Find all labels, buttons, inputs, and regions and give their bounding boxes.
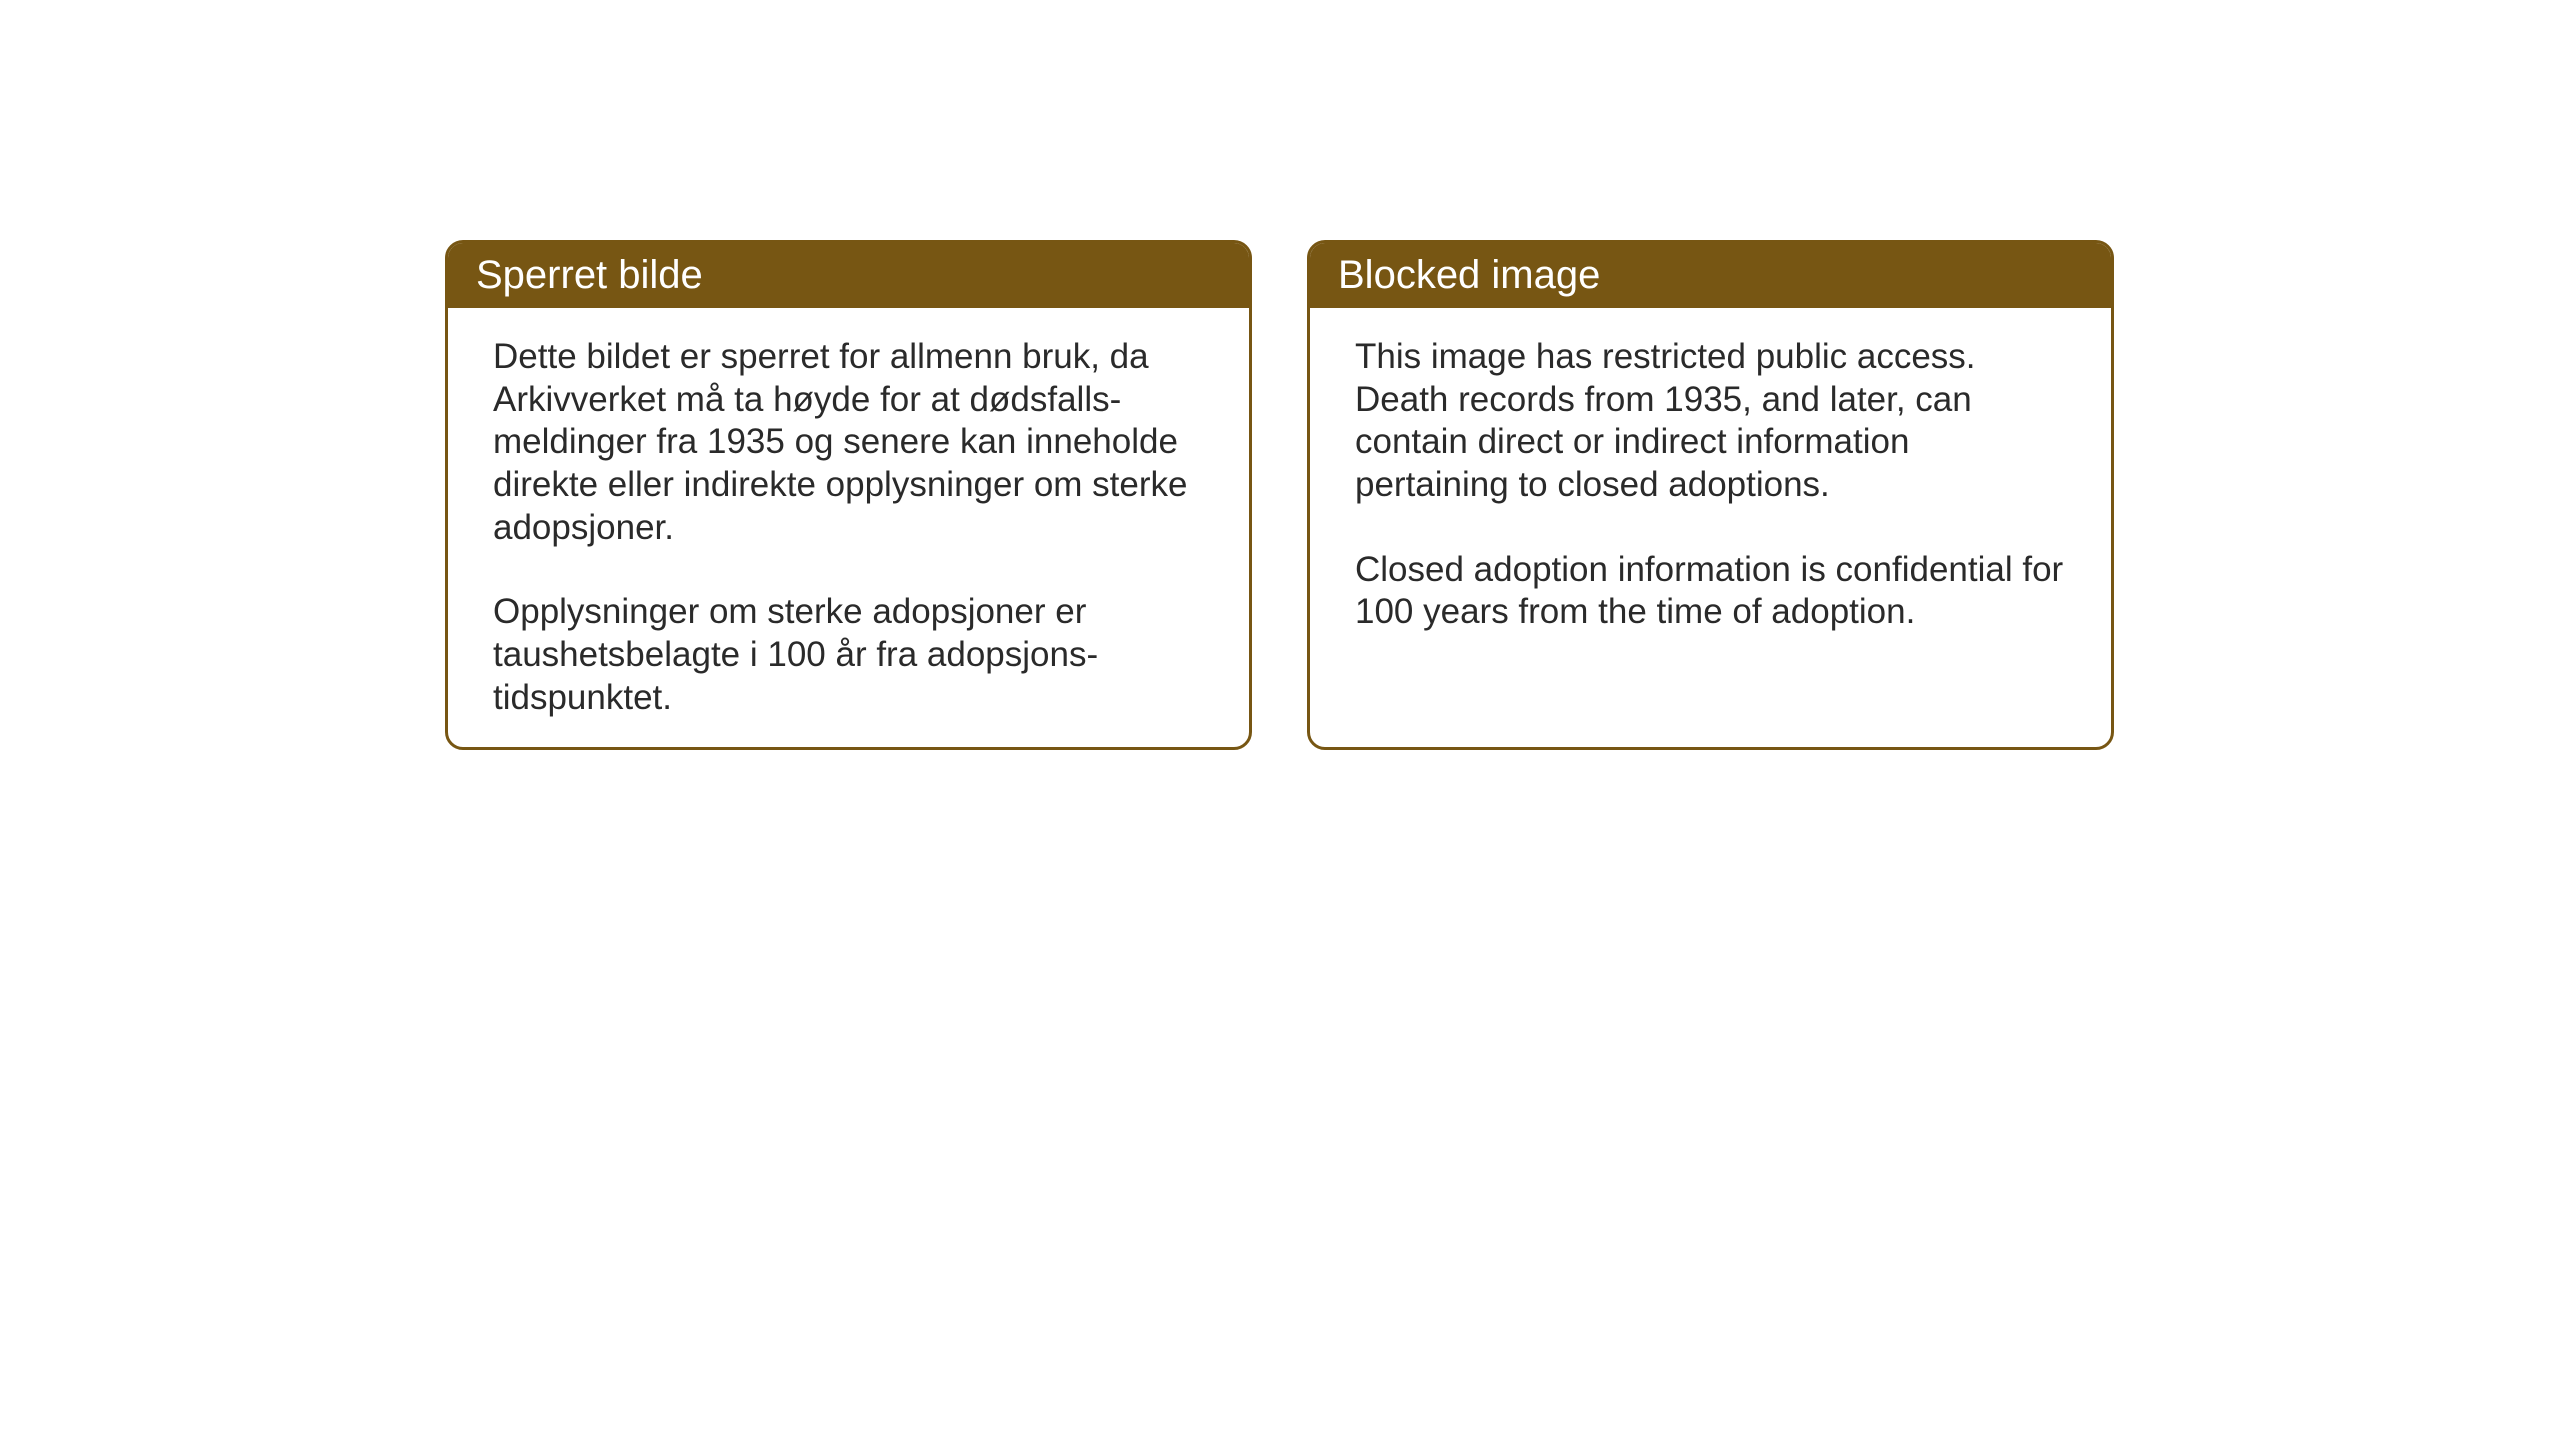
notice-body-norwegian: Dette bildet er sperret for allmenn bruk…: [448, 308, 1249, 748]
notice-paragraph-2-norwegian: Opplysninger om sterke adopsjoner er tau…: [493, 591, 1204, 719]
notice-title-norwegian: Sperret bilde: [476, 253, 703, 297]
notice-paragraph-1-english: This image has restricted public access.…: [1355, 336, 2066, 507]
notice-container: Sperret bilde Dette bildet er sperret fo…: [0, 0, 2560, 750]
notice-paragraph-2-english: Closed adoption information is confident…: [1355, 549, 2066, 634]
notice-box-norwegian: Sperret bilde Dette bildet er sperret fo…: [445, 240, 1252, 750]
notice-header-english: Blocked image: [1310, 243, 2111, 308]
notice-title-english: Blocked image: [1338, 253, 1600, 297]
notice-box-english: Blocked image This image has restricted …: [1307, 240, 2114, 750]
notice-body-english: This image has restricted public access.…: [1310, 308, 2111, 662]
notice-paragraph-1-norwegian: Dette bildet er sperret for allmenn bruk…: [493, 336, 1204, 549]
notice-header-norwegian: Sperret bilde: [448, 243, 1249, 308]
